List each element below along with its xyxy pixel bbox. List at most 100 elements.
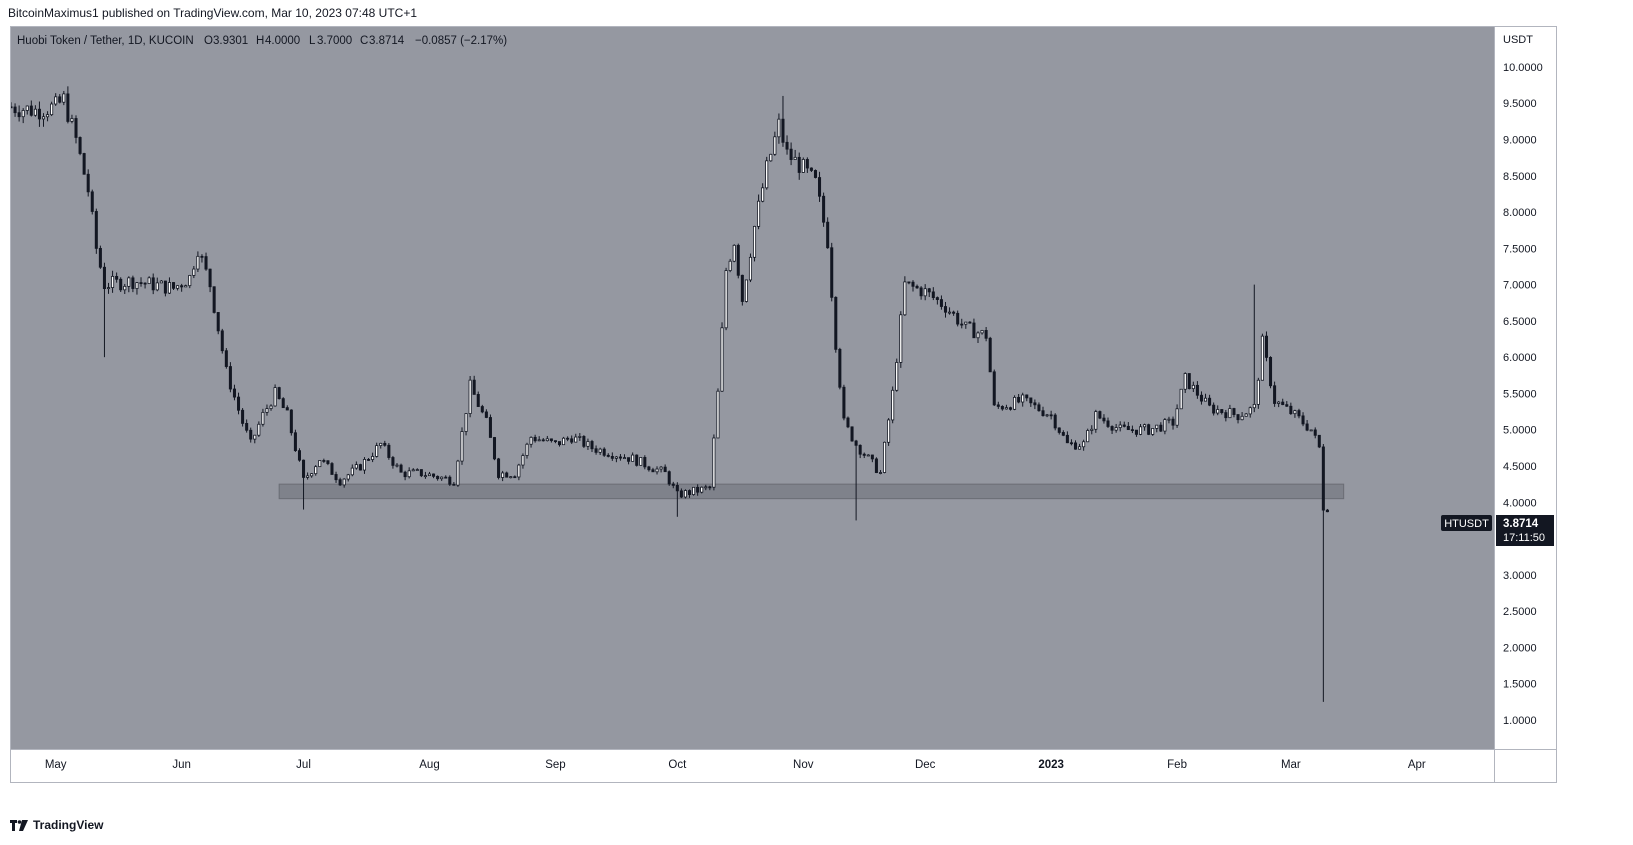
candle-body-down <box>805 159 809 169</box>
candle-body-down <box>1325 509 1329 513</box>
candle-body-up <box>521 455 525 466</box>
candle-body-up <box>106 287 111 290</box>
candle-body-down <box>1008 407 1013 410</box>
candle-body-up <box>362 459 366 471</box>
candle-body-up <box>468 379 472 414</box>
candle-body-up <box>427 473 432 477</box>
candle-body-down <box>102 266 106 290</box>
candle-body-up <box>1228 408 1232 419</box>
candle-body-up <box>33 108 37 116</box>
candle-body-down <box>960 323 964 326</box>
candle-body-down <box>594 448 598 453</box>
candle-body-up <box>622 457 627 460</box>
support-zone <box>278 483 1345 500</box>
candle-body-down <box>566 437 570 440</box>
candle-body-up <box>1155 424 1159 429</box>
candle-body-down <box>180 285 184 288</box>
candle-body-down <box>37 108 41 120</box>
candle-body-down <box>826 221 830 249</box>
candle-body-up <box>1240 415 1244 421</box>
candle-body-up <box>147 277 151 285</box>
candle-body-up <box>562 437 566 446</box>
candle-body-up <box>1252 403 1256 409</box>
candle-body-up <box>1179 388 1183 410</box>
y-tick-label: 3.0000 <box>1503 570 1537 582</box>
candle-body-down <box>1053 414 1057 429</box>
candle-body-down <box>557 441 562 446</box>
ticker-tag[interactable]: HTUSDT <box>1441 515 1492 531</box>
candle-body-down <box>285 407 289 411</box>
candle-body-up <box>253 434 257 440</box>
candle-body-down <box>834 296 838 350</box>
candle-body-down <box>927 288 931 293</box>
candle-body-up <box>716 390 720 439</box>
candle-body-down <box>1065 434 1069 444</box>
candle-body-up <box>891 389 895 421</box>
time-scale[interactable]: May Jun Jul Aug Sep Oct Nov Dec 2023 Feb Mar Apr <box>45 759 1426 771</box>
candle-body-down <box>618 456 622 459</box>
tradingview-logo-icon <box>10 819 28 831</box>
candle-body-down <box>436 475 440 480</box>
candle-body-down <box>972 322 976 339</box>
candle-body-down <box>1208 397 1212 406</box>
candle-body-down <box>330 463 334 475</box>
candle-body-down <box>1224 412 1228 419</box>
candle-body-down <box>1305 423 1309 431</box>
candle-body-up <box>614 456 618 459</box>
candle-body-up <box>371 456 375 460</box>
candle-body-down <box>907 281 911 284</box>
candle-body-up <box>683 490 687 498</box>
candle-body-down <box>533 436 537 442</box>
candle-body-down <box>675 485 679 492</box>
publisher-caption: BitcoinMaximus1 published on TradingView… <box>8 6 417 20</box>
candle-body-up <box>655 468 659 473</box>
candle-body-up <box>440 476 444 480</box>
candle-body-down <box>943 306 948 313</box>
candle-body-down <box>850 426 854 442</box>
legend-close-value: 3.8714 <box>369 35 405 47</box>
legend-title: Huobi Token / Tether, 1D, KUCOIN <box>17 35 194 47</box>
candle-body-down <box>822 195 826 223</box>
candle-body-up <box>866 454 870 457</box>
candle-body-down <box>1041 410 1045 417</box>
candle-body-down <box>383 442 387 446</box>
last-price-tag[interactable]: 3.8714 17:11:50 <box>1496 515 1554 546</box>
candle-body-down <box>1264 335 1268 358</box>
y-tick-label: 4.5000 <box>1503 461 1537 473</box>
candle-body-up <box>545 438 549 442</box>
candle-body-up <box>1163 419 1167 432</box>
y-tick-label: 9.0000 <box>1503 134 1537 146</box>
chart-frame[interactable]: 1.00001.50002.00002.50003.00003.50004.00… <box>9 26 1557 783</box>
candle-body-down <box>838 348 842 388</box>
legend-low-label: L <box>309 35 316 47</box>
footer-brand[interactable]: TradingView <box>10 818 103 832</box>
candle-body-down <box>419 469 423 477</box>
x-tick-label: May <box>45 759 67 771</box>
candle-body-down <box>830 247 834 298</box>
candle-body-up <box>517 464 521 478</box>
candle-body-up <box>46 114 50 118</box>
candle-body-down <box>399 464 403 473</box>
candle-body-down <box>1317 434 1321 448</box>
y-tick-label: 2.0000 <box>1503 642 1537 654</box>
candle-body-down <box>277 387 281 400</box>
candle-body-up <box>1094 411 1098 430</box>
candle-body-up <box>724 270 728 329</box>
footer-brand-text: TradingView <box>33 818 104 832</box>
price-chart[interactable]: 1.00001.50002.00002.50003.00003.50004.00… <box>9 27 1556 782</box>
candle-body-down <box>1321 446 1325 511</box>
last-price-value: 3.8714 <box>1503 518 1539 530</box>
candle-body-up <box>923 288 927 297</box>
candle-body-up <box>753 225 757 258</box>
candle-body-down <box>212 286 216 313</box>
candle-body-down <box>1285 404 1289 407</box>
candle-body-down <box>1017 396 1021 403</box>
candle-body-up <box>273 387 277 407</box>
candle-body-down <box>992 371 996 406</box>
candle-body-down <box>688 490 692 495</box>
candle-body-down <box>647 466 651 471</box>
candle-body-down <box>1106 420 1110 427</box>
y-tick-label: 9.5000 <box>1503 98 1537 110</box>
candle-body-up <box>395 464 399 467</box>
price-scale[interactable]: 1.00001.50002.00002.50003.00003.50004.00… <box>1503 62 1543 727</box>
